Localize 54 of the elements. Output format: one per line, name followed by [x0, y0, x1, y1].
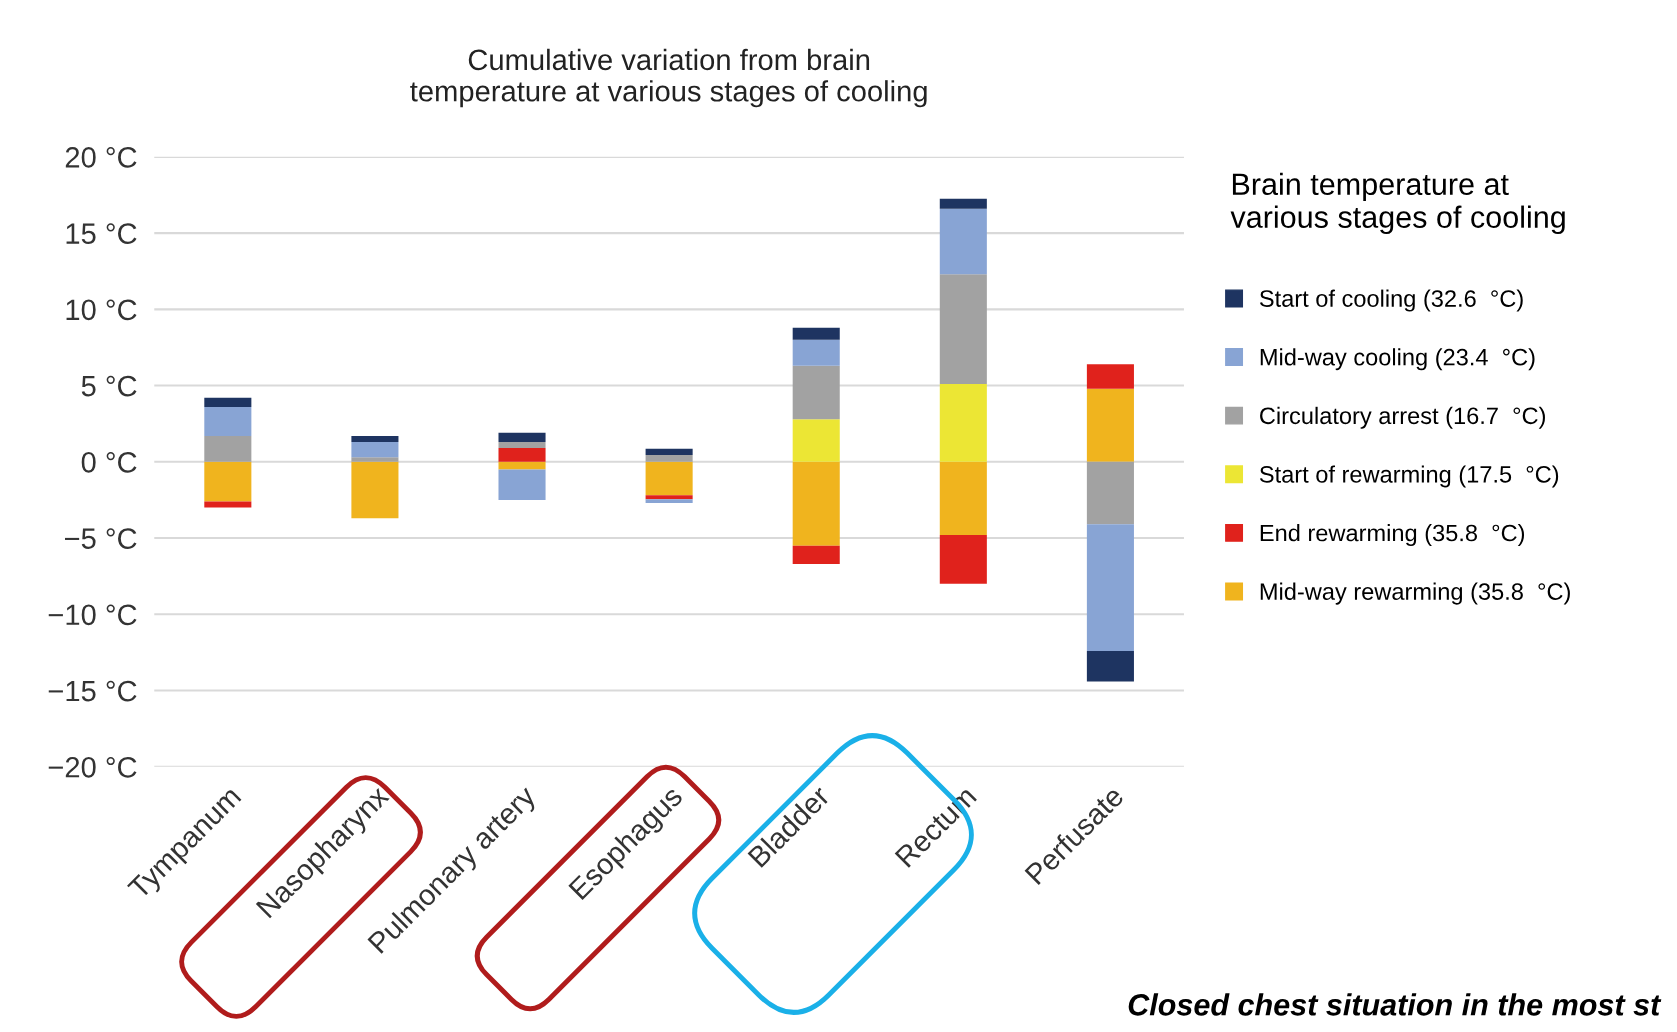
- bar: [939, 461, 987, 536]
- legend-label: Start of rewarming (17.5 °C): [1259, 465, 1559, 488]
- bar: [645, 461, 693, 496]
- bar: [792, 545, 840, 564]
- y-tick-label: −15 °C: [48, 680, 137, 702]
- legend-label: Circulatory arrest (16.7 °C): [1260, 406, 1545, 429]
- bar: [204, 501, 252, 508]
- bar: [204, 435, 252, 462]
- bar: [645, 448, 693, 455]
- bar: [498, 448, 546, 462]
- bar: [792, 461, 840, 546]
- y-tick-label: 20 °C: [65, 147, 137, 168]
- bar: [645, 495, 693, 500]
- y-tick-label: −5 °C: [64, 528, 137, 549]
- legend-label: Mid-way cooling (23.4 °C): [1260, 348, 1535, 371]
- bar: [645, 499, 693, 503]
- legend-label: End rewarming (35.8 °C): [1260, 524, 1525, 547]
- bar: [1086, 461, 1134, 525]
- bar: [204, 406, 252, 436]
- bar: [498, 469, 546, 500]
- y-tick-label: 0 °C: [81, 452, 137, 473]
- legend-label: Start of cooling (32.6 °C): [1259, 289, 1523, 312]
- y-tick-label: 10 °C: [66, 299, 137, 321]
- y-tick-label: 15 °C: [66, 223, 137, 244]
- bar: [792, 419, 840, 462]
- y-tick-label: −10 °C: [48, 604, 137, 626]
- bar: [498, 461, 546, 470]
- bar: [1086, 650, 1134, 682]
- y-tick-label: 5 °C: [81, 375, 137, 397]
- bar: [1086, 388, 1134, 462]
- bar: [351, 461, 399, 519]
- legend-title: Brain temperature at various stages of cooling: [1230, 172, 1565, 235]
- bar: [498, 432, 546, 442]
- bar: [792, 365, 840, 420]
- bar: [939, 208, 987, 275]
- bar: [351, 442, 399, 458]
- bar: [939, 535, 987, 584]
- bar: [939, 198, 987, 209]
- bar: [939, 384, 987, 462]
- bar: [1086, 524, 1134, 651]
- bar: [204, 397, 252, 407]
- bar: [351, 457, 399, 462]
- bar: [645, 454, 693, 462]
- legend-label: Mid-way rewarming (35.8 °C): [1260, 582, 1570, 605]
- bar: [792, 327, 840, 340]
- bar: [939, 274, 987, 385]
- bar: [204, 461, 252, 502]
- y-tick-label: −20 °C: [48, 756, 137, 778]
- text: Closed chest situation in the most st: [1128, 993, 1662, 1016]
- bar: [792, 339, 840, 366]
- bar: [498, 442, 546, 449]
- bar: [351, 435, 399, 442]
- bar: [1086, 364, 1134, 389]
- chart-title: Cumulative variation from brain temperature at various stages of cooling: [410, 48, 927, 108]
